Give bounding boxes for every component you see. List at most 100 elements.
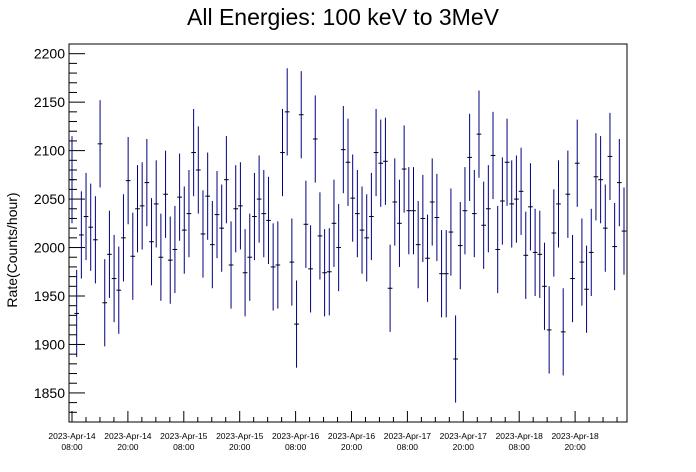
data-point bbox=[397, 179, 402, 267]
data-point bbox=[429, 158, 435, 246]
data-point bbox=[481, 181, 486, 269]
data-point bbox=[102, 259, 108, 347]
data-point bbox=[359, 186, 365, 274]
data-point bbox=[214, 170, 220, 259]
data-point bbox=[289, 218, 295, 306]
data-point bbox=[345, 118, 351, 206]
data-point bbox=[139, 162, 145, 250]
data-point bbox=[588, 208, 594, 296]
data-point bbox=[163, 150, 168, 238]
data-point bbox=[373, 108, 379, 197]
data-point bbox=[387, 244, 393, 332]
data-point bbox=[200, 190, 206, 278]
data-point bbox=[121, 194, 126, 282]
data-point bbox=[210, 201, 215, 289]
data-point bbox=[490, 111, 496, 200]
data-point bbox=[616, 138, 622, 227]
data-point bbox=[612, 202, 617, 291]
data-point bbox=[621, 187, 627, 275]
x-tick-label-time: 20:00 bbox=[564, 442, 586, 452]
data-point bbox=[331, 179, 337, 267]
data-point bbox=[135, 165, 140, 253]
data-point bbox=[579, 218, 585, 306]
data-point bbox=[252, 172, 257, 261]
y-tick-label: 2150 bbox=[34, 94, 65, 110]
data-point bbox=[602, 184, 608, 272]
data-point bbox=[261, 170, 267, 258]
data-point bbox=[317, 192, 323, 280]
data-point bbox=[532, 208, 538, 296]
data-point bbox=[284, 68, 290, 156]
x-tick-label-time: 08:00 bbox=[509, 442, 531, 452]
data-points bbox=[69, 68, 627, 403]
y-tick-label: 1900 bbox=[34, 336, 65, 352]
y-tick-label: 2050 bbox=[34, 191, 65, 207]
y-axis-label: Rate(Counts/hour) bbox=[4, 192, 20, 307]
data-point bbox=[364, 194, 370, 282]
data-point bbox=[322, 229, 327, 317]
data-point bbox=[312, 95, 318, 183]
data-point bbox=[97, 100, 103, 188]
x-tick-label-time: 20:00 bbox=[229, 442, 251, 452]
x-tick-label-date: 2023-Apr-15 bbox=[160, 431, 208, 441]
data-point bbox=[467, 113, 472, 202]
data-point bbox=[523, 211, 529, 299]
data-point bbox=[406, 167, 412, 255]
x-tick-label-date: 2023-Apr-18 bbox=[551, 431, 599, 441]
data-point bbox=[336, 203, 341, 292]
data-point bbox=[420, 174, 426, 263]
data-point bbox=[471, 170, 477, 258]
data-point bbox=[453, 315, 458, 403]
data-point bbox=[434, 173, 440, 262]
plot-frame bbox=[68, 43, 628, 423]
data-point bbox=[111, 234, 117, 323]
x-tick-label-time: 08:00 bbox=[173, 442, 195, 452]
data-point bbox=[74, 269, 80, 358]
data-point bbox=[383, 117, 388, 205]
data-point bbox=[303, 180, 309, 268]
x-tick-label-date: 2023-Apr-18 bbox=[496, 431, 544, 441]
x-tick-label-time: 20:00 bbox=[341, 442, 363, 452]
data-point bbox=[107, 210, 112, 298]
data-point bbox=[495, 205, 501, 294]
data-point bbox=[228, 221, 234, 309]
data-point bbox=[205, 152, 210, 240]
data-point bbox=[551, 189, 557, 277]
data-point bbox=[565, 150, 571, 238]
data-point bbox=[79, 191, 84, 279]
data-point bbox=[153, 160, 159, 248]
data-point bbox=[401, 125, 407, 213]
data-point bbox=[186, 170, 192, 258]
data-point bbox=[125, 137, 131, 225]
data-point bbox=[560, 288, 566, 376]
data-point bbox=[443, 230, 449, 318]
data-point bbox=[355, 170, 360, 258]
data-point bbox=[266, 176, 271, 265]
data-point bbox=[326, 228, 332, 316]
data-point bbox=[224, 136, 229, 224]
data-point bbox=[476, 90, 482, 178]
data-point bbox=[425, 214, 430, 302]
x-tick-label-date: 2023-Apr-15 bbox=[216, 431, 264, 441]
data-point bbox=[340, 106, 346, 194]
data-point bbox=[256, 155, 262, 243]
data-point bbox=[514, 155, 519, 243]
data-point bbox=[177, 153, 182, 241]
data-point bbox=[607, 112, 613, 201]
data-point bbox=[172, 205, 178, 294]
x-tick-label-time: 08:00 bbox=[397, 442, 419, 452]
y-tick-label: 2000 bbox=[34, 240, 65, 256]
data-point bbox=[584, 245, 589, 333]
data-point bbox=[219, 184, 225, 272]
data-point bbox=[294, 280, 299, 368]
data-point bbox=[392, 158, 398, 246]
data-point bbox=[415, 201, 421, 289]
data-point bbox=[448, 188, 454, 276]
data-point bbox=[247, 213, 253, 301]
data-point bbox=[181, 186, 187, 274]
data-point bbox=[518, 147, 524, 235]
data-point bbox=[574, 119, 580, 207]
data-point bbox=[486, 165, 491, 253]
data-point bbox=[238, 162, 243, 250]
